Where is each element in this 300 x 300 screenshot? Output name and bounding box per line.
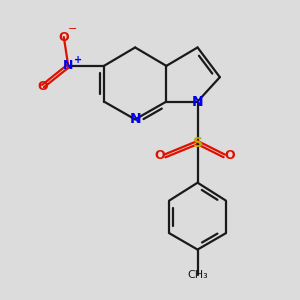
Text: O: O: [154, 149, 165, 162]
Text: CH₃: CH₃: [187, 270, 208, 280]
Text: O: O: [58, 31, 69, 44]
Text: −: −: [68, 24, 77, 34]
Text: N: N: [192, 94, 203, 109]
Text: O: O: [224, 149, 235, 162]
Text: N: N: [63, 59, 74, 72]
Text: N: N: [129, 112, 141, 126]
Text: +: +: [74, 55, 82, 65]
Text: O: O: [38, 80, 48, 93]
Text: S: S: [193, 136, 202, 150]
